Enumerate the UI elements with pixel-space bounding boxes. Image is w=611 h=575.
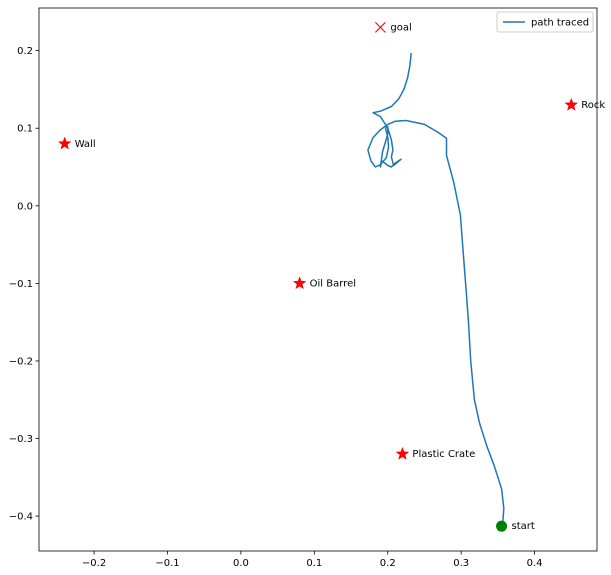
x-tick-label: −0.1 [155, 558, 179, 569]
star-marker-plastic-crate [395, 446, 410, 460]
label-rock: Rock [581, 100, 605, 111]
label-start: start [512, 521, 535, 532]
path-layer [367, 52, 505, 527]
y-tick-label: 0.1 [17, 124, 33, 135]
goal-x-marker [375, 22, 386, 33]
x-tick-label: 0.0 [233, 558, 249, 569]
x-tick-label: 0.2 [380, 558, 396, 569]
label-wall: Wall [75, 139, 96, 150]
path-traced-line [367, 52, 505, 527]
x-tick-label: 0.1 [306, 558, 322, 569]
label-oil-barrel: Oil Barrel [310, 278, 356, 289]
markers: Wall Rock Oil Barrel Plastic Crate goal start [57, 22, 605, 532]
legend-box [496, 11, 594, 33]
start-circle-marker [496, 520, 508, 532]
y-tick-label: −0.4 [9, 512, 33, 523]
axis-ticks: −0.2 −0.1 0.0 0.1 0.2 0.3 0.4 −0.4 −0.3 −0.2 −0.1 0… [9, 46, 543, 569]
y-tick-label: −0.1 [9, 279, 33, 290]
x-tick-label: 0.4 [527, 558, 543, 569]
y-tick-label: −0.3 [9, 434, 33, 445]
star-marker-rock [564, 97, 579, 111]
y-tick-label: 0.0 [17, 201, 33, 212]
star-marker-wall [57, 136, 72, 150]
legend: path traced [496, 11, 594, 33]
plot-frame [38, 7, 598, 552]
x-tick-label: −0.2 [82, 558, 106, 569]
y-tick-label: −0.2 [9, 356, 33, 367]
plot-area [39, 8, 597, 551]
label-plastic-crate: Plastic Crate [412, 449, 475, 460]
x-tick-label: 0.3 [453, 558, 469, 569]
y-tick-label: 0.2 [17, 46, 33, 57]
legend-label: path traced [531, 18, 589, 29]
label-goal: goal [390, 22, 411, 33]
star-marker-oil-barrel [292, 276, 307, 290]
